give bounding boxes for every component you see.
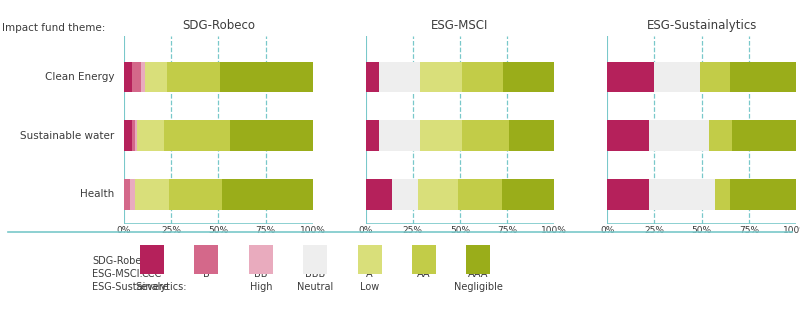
Text: 2: 2: [421, 256, 427, 266]
Bar: [732, 120, 796, 151]
Bar: [124, 62, 131, 92]
Bar: [222, 179, 313, 210]
Bar: [135, 120, 138, 151]
Bar: [607, 120, 649, 151]
Bar: [418, 179, 458, 210]
Bar: [366, 62, 379, 92]
Bar: [503, 62, 554, 92]
Title: SDG-Robeco: SDG-Robeco: [182, 19, 255, 32]
Bar: [502, 179, 554, 210]
Bar: [366, 179, 392, 210]
Bar: [654, 62, 700, 92]
Text: CCC: CCC: [142, 269, 162, 279]
Bar: [458, 179, 502, 210]
Text: Health: Health: [80, 190, 114, 199]
Text: -3: -3: [147, 256, 157, 266]
Text: SDG-Robeco:: SDG-Robeco:: [92, 256, 156, 266]
Text: ESG-Sustainalytics:: ESG-Sustainalytics:: [92, 282, 186, 292]
Bar: [420, 62, 462, 92]
Bar: [649, 179, 715, 210]
Bar: [170, 179, 222, 210]
Text: Neutral: Neutral: [297, 282, 334, 292]
Bar: [145, 62, 167, 92]
Bar: [420, 120, 462, 151]
Text: AAA: AAA: [468, 269, 489, 279]
Bar: [709, 120, 732, 151]
Bar: [730, 179, 796, 210]
Text: BBB: BBB: [305, 269, 326, 279]
Text: B: B: [203, 269, 210, 279]
Bar: [462, 62, 503, 92]
Bar: [366, 120, 379, 151]
Text: ESG-MSCI:: ESG-MSCI:: [92, 269, 142, 279]
Text: Clean Energy: Clean Energy: [45, 72, 114, 82]
Title: ESG-MSCI: ESG-MSCI: [431, 19, 489, 32]
Bar: [379, 62, 420, 92]
Bar: [131, 120, 135, 151]
Bar: [138, 120, 164, 151]
Bar: [607, 179, 649, 210]
Text: Negligible: Negligible: [454, 282, 503, 292]
Bar: [700, 62, 730, 92]
Bar: [392, 179, 418, 210]
Bar: [135, 179, 170, 210]
Bar: [715, 179, 730, 210]
Text: Severe: Severe: [135, 282, 169, 292]
Bar: [130, 179, 135, 210]
Bar: [649, 120, 709, 151]
Text: -1: -1: [256, 256, 266, 266]
Bar: [509, 120, 554, 151]
Bar: [167, 62, 220, 92]
Bar: [131, 62, 141, 92]
Text: AA: AA: [418, 269, 430, 279]
Bar: [124, 120, 131, 151]
Text: A: A: [366, 269, 373, 279]
Text: 0: 0: [312, 256, 318, 266]
Text: 1: 1: [366, 256, 373, 266]
Bar: [462, 120, 509, 151]
Bar: [124, 179, 130, 210]
Bar: [607, 62, 654, 92]
Text: Impact fund theme:: Impact fund theme:: [2, 23, 105, 33]
Text: 3: 3: [475, 256, 482, 266]
Bar: [230, 120, 313, 151]
Bar: [220, 62, 313, 92]
Text: Sustainable water: Sustainable water: [20, 131, 114, 141]
Bar: [164, 120, 230, 151]
Title: ESG-Sustainalytics: ESG-Sustainalytics: [646, 19, 757, 32]
Text: -2: -2: [202, 256, 211, 266]
Bar: [141, 62, 145, 92]
Bar: [730, 62, 796, 92]
Text: Low: Low: [360, 282, 379, 292]
Text: High: High: [250, 282, 272, 292]
Text: BB: BB: [254, 269, 267, 279]
Bar: [379, 120, 420, 151]
